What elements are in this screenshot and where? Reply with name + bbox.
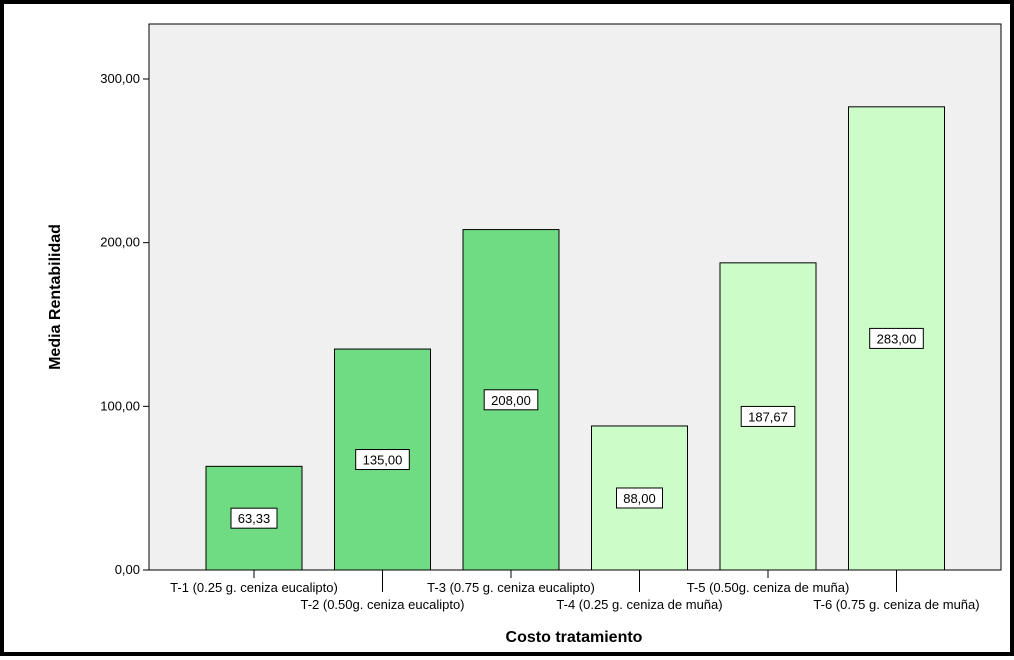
y-tick-label: 0,00 <box>115 562 140 577</box>
x-tick-label: T-5 (0.50g. ceniza de muña) <box>687 580 850 595</box>
data-label: 187,67 <box>748 409 788 424</box>
data-label: 88,00 <box>623 491 656 506</box>
x-tick-label: T-6 (0.75 g. ceniza de muña) <box>813 597 979 612</box>
data-label: 208,00 <box>491 393 531 408</box>
x-axis-title: Costo tratamiento <box>506 629 643 646</box>
x-axis: T-1 (0.25 g. ceniza eucalipto) T-2 (0.50g… <box>149 569 1001 612</box>
data-label-box <box>355 449 410 471</box>
y-tick-label: 100,00 <box>100 398 140 413</box>
data-label-box <box>869 327 924 349</box>
data-label-box <box>616 487 663 509</box>
x-tick-label: T-1 (0.25 g. ceniza eucalipto) <box>170 580 338 595</box>
y-tick-label: 300,00 <box>100 71 140 86</box>
data-label-box <box>740 405 796 427</box>
data-label-box <box>483 389 539 411</box>
y-axis-title: Media Rentabilidad <box>47 224 64 370</box>
data-label: 283,00 <box>877 331 917 346</box>
y-axis: 0,00 100,00 200,00 300,00 <box>100 24 150 577</box>
bars: 63,33 135,00 208,00 88,00 187,67 283,00 <box>205 106 945 571</box>
data-label-box <box>230 507 278 529</box>
x-tick-label: T-3 (0.75 g. ceniza eucalipto) <box>427 580 595 595</box>
y-tick-label: 200,00 <box>100 235 140 250</box>
data-label: 135,00 <box>363 453 403 468</box>
data-label: 63,33 <box>238 511 271 526</box>
x-tick-label: T-2 (0.50g. ceniza eucalipto) <box>300 597 464 612</box>
bar-chart: 0,00 100,00 200,00 300,00 63,33 135,00 208,00… <box>47 23 1002 646</box>
x-tick-label: T-4 (0.25 g. ceniza de muña) <box>556 597 722 612</box>
